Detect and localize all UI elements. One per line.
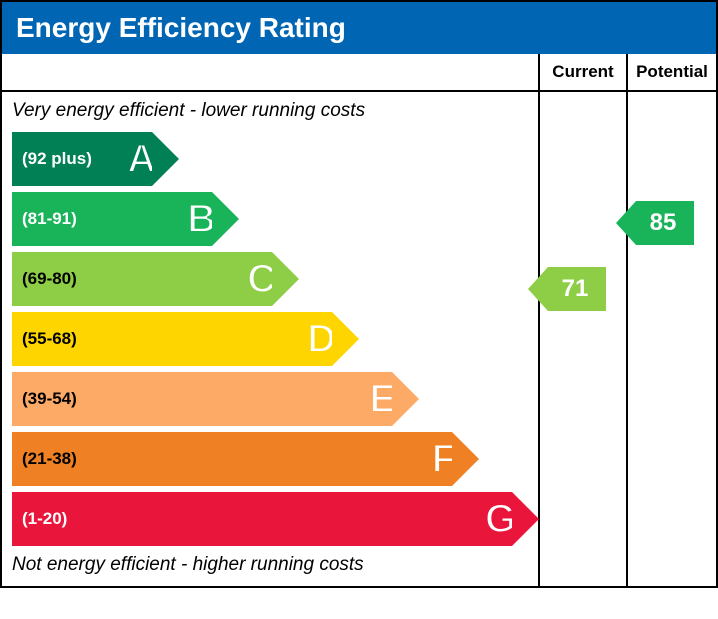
band-c: (69-80) C — [12, 252, 538, 306]
band-range: (1-20) — [12, 509, 67, 529]
band-letter: A — [127, 139, 156, 179]
header-spacer — [2, 54, 540, 90]
band-range: (69-80) — [12, 269, 77, 289]
band-letter: F — [432, 439, 456, 479]
epc-chart: Energy Efficiency Rating Current Potenti… — [0, 0, 718, 588]
current-column: 71 — [540, 92, 628, 586]
current-value: 71 — [548, 267, 606, 311]
band-bar: (1-20)G — [12, 492, 512, 546]
band-letter: D — [307, 319, 336, 359]
header-potential: Potential — [628, 54, 716, 90]
band-bar: (39-54)E — [12, 372, 392, 426]
band-f: (21-38) F — [12, 432, 538, 486]
current-pointer: 71 — [528, 267, 606, 311]
band-bar: (69-80)C — [12, 252, 272, 306]
band-range: (39-54) — [12, 389, 77, 409]
chart-title: Energy Efficiency Rating — [2, 2, 716, 54]
band-bar: (92 plus)A — [12, 132, 152, 186]
hint-bottom: Not energy efficient - higher running co… — [2, 552, 538, 580]
band-bar: (55-68)D — [12, 312, 332, 366]
band-e: (39-54) E — [12, 372, 538, 426]
bands-area: Very energy efficient - lower running co… — [2, 92, 540, 586]
band-range: (81-91) — [12, 209, 77, 229]
band-range: (92 plus) — [12, 149, 92, 169]
band-range: (55-68) — [12, 329, 77, 349]
hint-top: Very energy efficient - lower running co… — [2, 98, 538, 126]
band-letter: E — [369, 379, 396, 419]
band-letter: C — [247, 259, 276, 299]
header-row: Current Potential — [2, 54, 716, 92]
band-range: (21-38) — [12, 449, 77, 469]
band-b: (81-91) B — [12, 192, 538, 246]
body-row: Very energy efficient - lower running co… — [2, 92, 716, 586]
band-bar: (81-91)B — [12, 192, 212, 246]
band-bar: (21-38)F — [12, 432, 452, 486]
band-letter: B — [187, 199, 216, 239]
band-a: (92 plus) A — [12, 132, 538, 186]
header-current: Current — [540, 54, 628, 90]
band-d: (55-68) D — [12, 312, 538, 366]
band-g: (1-20) G — [12, 492, 538, 546]
potential-column: 85 — [628, 92, 716, 586]
potential-pointer: 85 — [616, 201, 694, 245]
potential-value: 85 — [636, 201, 694, 245]
band-letter: G — [485, 499, 516, 539]
